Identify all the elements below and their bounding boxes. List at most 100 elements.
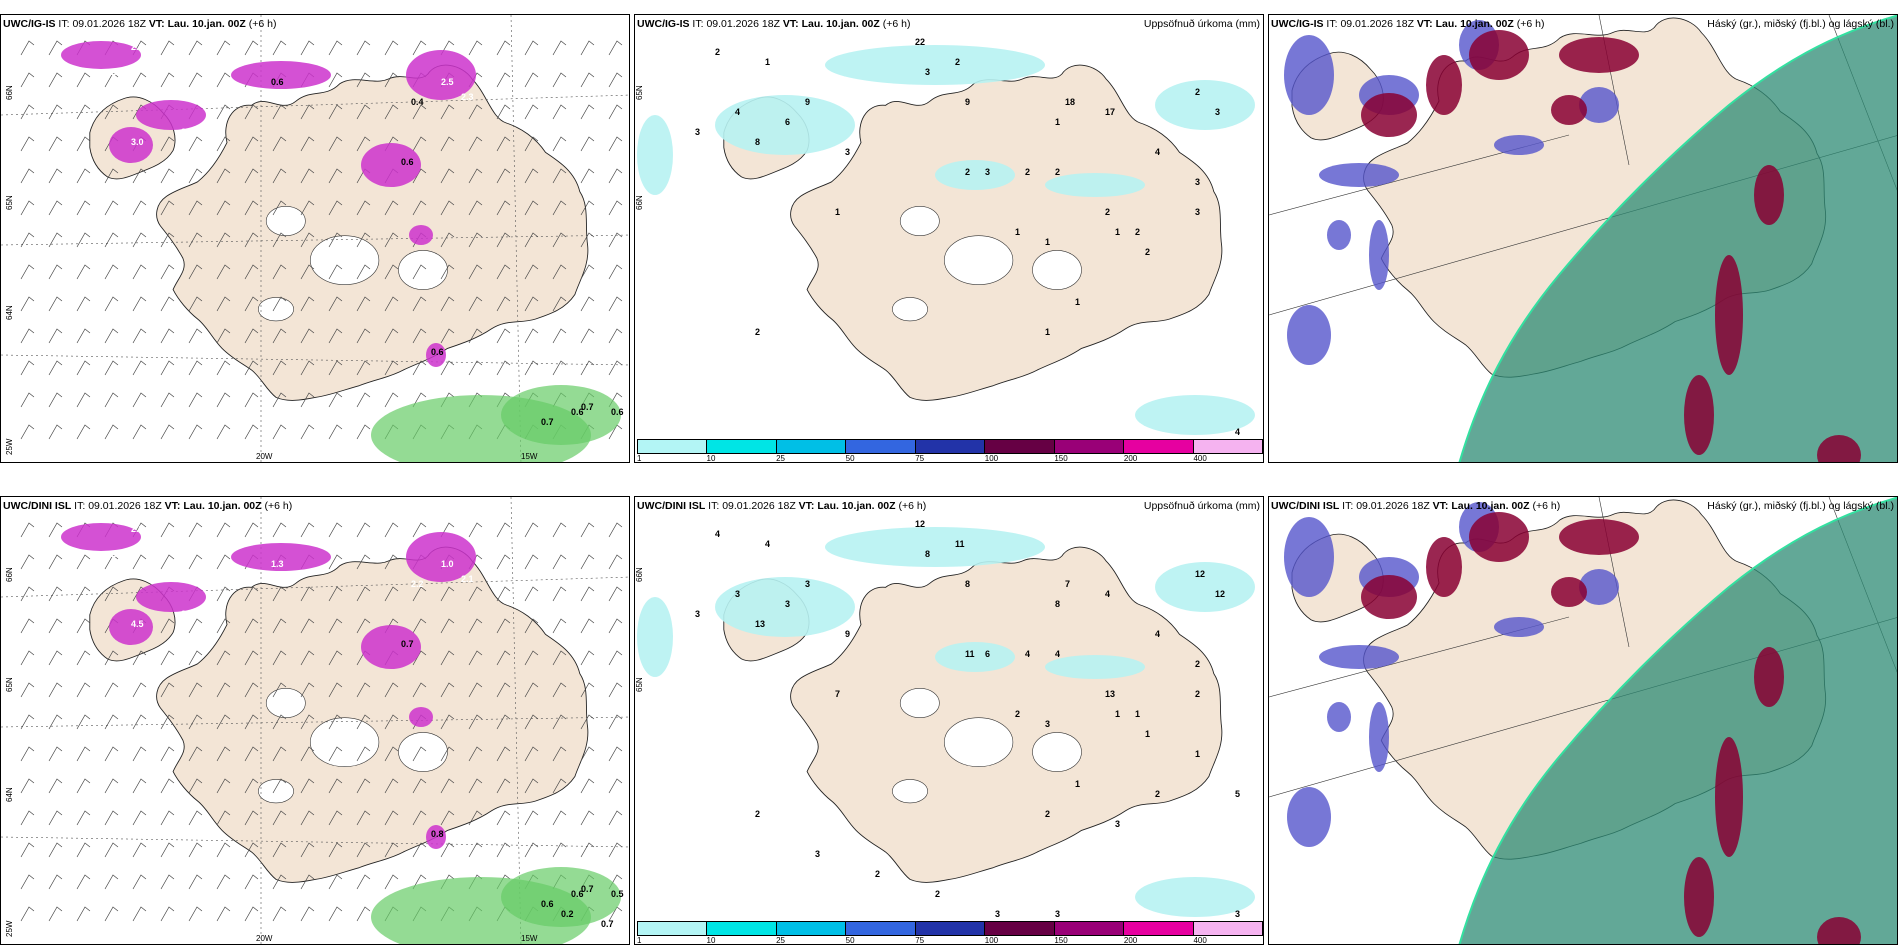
vt-label: VT: [798, 500, 815, 512]
wind-barb [496, 136, 511, 152]
wind-barb [496, 682, 511, 698]
wind-barb [272, 360, 287, 376]
wind-barb [552, 778, 567, 794]
wind-barb [580, 136, 595, 152]
wind-barb [20, 328, 35, 344]
wind-barb [160, 296, 175, 312]
wind-barb [160, 682, 175, 698]
wind-barb [580, 778, 595, 794]
it-label: IT: [692, 18, 704, 30]
glacier [899, 688, 940, 718]
wind-barb [160, 554, 175, 570]
wind-barb [496, 264, 511, 280]
wind-barb [608, 40, 623, 56]
glacier [892, 779, 928, 804]
mid-cloud-area [1369, 220, 1389, 290]
panel-header: UWC/DINI ISL IT: 09.01.2026 18Z VT: Lau.… [1271, 500, 1560, 512]
lon-label: 20W [256, 934, 273, 943]
wind-barb [76, 554, 91, 570]
colorbar-tick-label: 1 [637, 454, 642, 463]
wind-barb [300, 328, 315, 344]
wind-barb [272, 650, 287, 666]
wind-barb [160, 232, 175, 248]
wind-barb [412, 264, 427, 280]
value-label: 4 [1155, 629, 1160, 639]
wind-barb [20, 682, 35, 698]
panel-precip-igis: UWC/IG-IS IT: 09.01.2026 18Z VT: Lau. 10… [634, 14, 1264, 463]
wind-barb [524, 682, 539, 698]
panel-title: Uppsöfnuð úrkoma (mm) [1144, 500, 1260, 512]
wind-barb [552, 714, 567, 730]
lat-label: 65N [635, 85, 644, 100]
wind-barb [412, 874, 427, 890]
precip-area [1045, 655, 1145, 679]
vt-value: Lau. 10.jan. 00Z [1435, 18, 1514, 30]
wind-barb [300, 682, 315, 698]
lead-time: (+6 h) [898, 500, 927, 512]
it-value: 09.01.2026 18Z [722, 500, 796, 512]
wind-barb [580, 554, 595, 570]
wind-barb [104, 72, 119, 88]
it-label: IT: [74, 500, 86, 512]
wind-barb [76, 168, 91, 184]
wind-barb [188, 136, 203, 152]
precip-area [637, 115, 673, 195]
colorbar-scale [637, 439, 1263, 454]
colorbar-tick-label: 400 [1193, 454, 1207, 463]
value-label: 3 [1055, 909, 1060, 919]
value-label: 3 [695, 609, 700, 619]
wind-barb [552, 168, 567, 184]
wind-barb [300, 392, 315, 408]
wind-barb [188, 714, 203, 730]
value-label: 2 [965, 167, 970, 177]
wind-barb [440, 104, 455, 120]
value-label: 4 [765, 539, 770, 549]
wind-barb [412, 618, 427, 634]
wind-barb [20, 200, 35, 216]
lon-label: 15W [521, 452, 538, 461]
value-label: 4.5 [131, 619, 144, 629]
wind-barb [496, 168, 511, 184]
wind-barb [216, 72, 231, 88]
wind-barb [160, 40, 175, 56]
wind-barb [580, 72, 595, 88]
low-cloud-area [1426, 537, 1462, 597]
wind-barb [244, 906, 259, 922]
wind-barb [132, 554, 147, 570]
wind-barb [188, 392, 203, 408]
wind-barb [76, 200, 91, 216]
value-label: 3 [995, 909, 1000, 919]
wind-barb [384, 522, 399, 538]
wind-barb [272, 778, 287, 794]
wind-barb [608, 842, 623, 858]
panel-cloud-dini: UWC/DINI ISL IT: 09.01.2026 18Z VT: Lau.… [1268, 496, 1898, 945]
wind-barb [468, 842, 483, 858]
grid-line [1, 234, 629, 246]
value-label: 3 [785, 599, 790, 609]
wind-barb [20, 72, 35, 88]
value-label: 2.9 [181, 127, 194, 137]
wind-barb [300, 874, 315, 890]
wind-barb [552, 264, 567, 280]
wind-barb [244, 778, 259, 794]
land-mass [790, 546, 1223, 883]
wind-barb [48, 104, 63, 120]
value-label: 17 [1105, 107, 1115, 117]
wind-barb [412, 778, 427, 794]
wind-barb [104, 200, 119, 216]
low-cloud-area [1559, 37, 1639, 73]
wind-barb [272, 232, 287, 248]
precip-area [935, 160, 1015, 190]
wind-barb [524, 296, 539, 312]
value-label: 0.6 [401, 157, 414, 167]
wind-barb [552, 586, 567, 602]
wind-barb [272, 168, 287, 184]
wind-barb [328, 618, 343, 634]
wind-barb [20, 424, 35, 440]
wind-barb [244, 232, 259, 248]
precip-area [715, 577, 855, 637]
value-label: 0.6 [571, 889, 584, 899]
wind-barb [132, 874, 147, 890]
vt-value: Lau. 10.jan. 00Z [183, 500, 262, 512]
